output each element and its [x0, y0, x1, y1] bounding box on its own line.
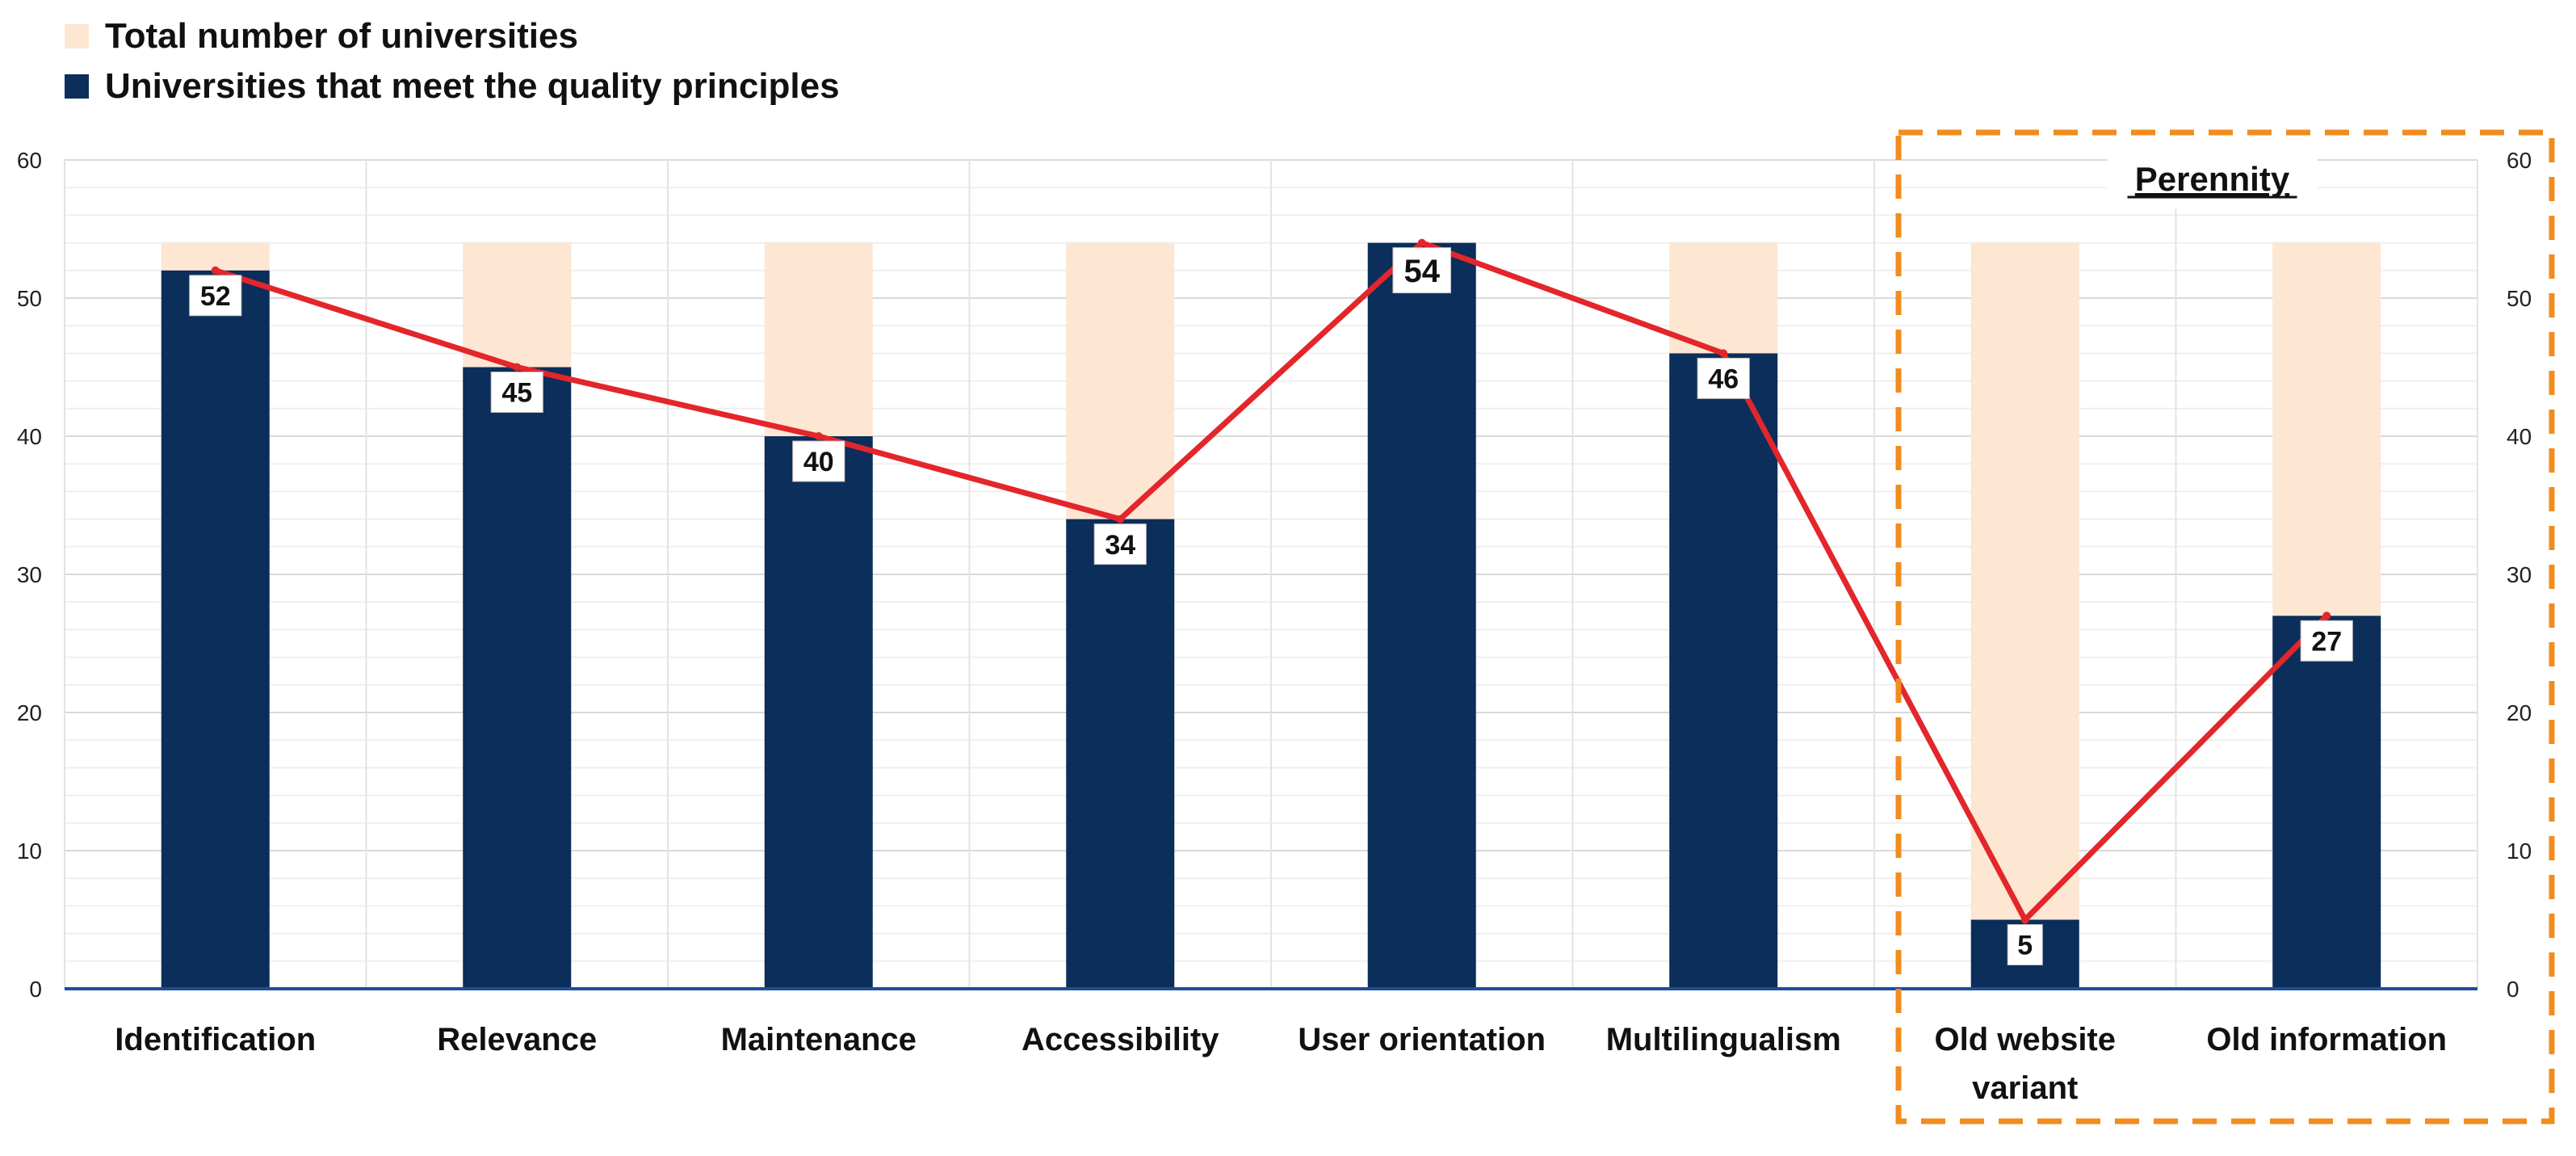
data-label-box	[1093, 523, 1147, 565]
y-tick-label-left: 30	[17, 562, 42, 587]
data-label-box	[189, 275, 242, 317]
y-tick-label-right: 50	[2507, 286, 2532, 311]
bar-quality	[1367, 242, 1476, 990]
data-label: 46	[1708, 364, 1739, 395]
x-tick-label: Identification	[115, 1022, 316, 1057]
line-point	[211, 266, 220, 275]
y-tick-label-right: 20	[2507, 700, 2532, 725]
line-point	[2020, 915, 2029, 924]
data-label-box	[2300, 620, 2353, 662]
line-series	[214, 239, 2329, 925]
y-tick-label-right: 0	[2507, 977, 2519, 1002]
data-label: 54	[1404, 254, 1441, 289]
x-tick-label: Maintenance	[721, 1022, 917, 1057]
y-tick-label-right: 10	[2507, 839, 2532, 864]
legend-swatch-quality	[65, 74, 89, 99]
y-tick-label-right: 60	[2507, 148, 2532, 173]
bar-total	[1970, 242, 2079, 990]
data-label: 52	[200, 281, 231, 312]
legend-label-quality: Universities that meet the quality princ…	[105, 66, 840, 106]
y-tick-label-left: 0	[29, 977, 42, 1002]
highlight-label-bg	[2107, 152, 2318, 208]
bar-quality	[463, 367, 572, 989]
line-point	[1116, 515, 1125, 523]
y-tick-label-left: 50	[17, 286, 42, 311]
data-label-box	[1697, 357, 1750, 399]
data-label-box	[1392, 247, 1452, 294]
line-point	[513, 363, 522, 372]
legend: Total number of universities Universitie…	[65, 11, 840, 111]
line-point	[1719, 349, 1728, 358]
line-point	[1417, 238, 1426, 247]
y-tick-label-left: 10	[17, 839, 42, 864]
data-label: 34	[1105, 530, 1135, 561]
x-tick-label: Old information	[2206, 1022, 2447, 1057]
legend-swatch-total	[65, 24, 89, 48]
line-point	[2322, 612, 2331, 620]
bar-quality	[161, 270, 270, 989]
data-label: 5	[2017, 931, 2033, 961]
data-label-box	[490, 372, 543, 413]
data-label-box	[2007, 924, 2043, 965]
y-tick-label-left: 60	[17, 148, 42, 173]
x-tick-label: Accessibility	[1022, 1022, 1219, 1057]
x-tick-label: Old website variant	[1935, 1022, 2117, 1106]
line-point	[814, 432, 823, 440]
y-tick-label-left: 40	[17, 424, 42, 449]
x-tick-label: User orientation	[1298, 1022, 1546, 1057]
bar-quality	[1066, 519, 1175, 989]
data-label: 45	[501, 378, 532, 409]
highlight-box	[1895, 129, 2555, 1124]
bar-quality	[764, 436, 873, 989]
legend-label-total: Total number of universities	[105, 16, 578, 56]
y-tick-label-right: 40	[2507, 424, 2532, 449]
legend-item-total: Total number of universities	[65, 11, 840, 61]
x-tick-label: Multilingualism	[1606, 1022, 1841, 1057]
y-tick-label-left: 20	[17, 700, 42, 725]
data-label-box	[792, 440, 845, 482]
bar-quality	[1669, 353, 1778, 989]
bar-quality	[2272, 616, 2381, 989]
legend-item-quality: Universities that meet the quality princ…	[65, 61, 840, 111]
y-tick-label-right: 30	[2507, 562, 2532, 587]
highlight-label: Perennity	[2135, 160, 2290, 198]
data-label: 27	[2311, 627, 2342, 658]
data-label: 40	[803, 447, 834, 477]
x-tick-label: Relevance	[437, 1022, 597, 1057]
